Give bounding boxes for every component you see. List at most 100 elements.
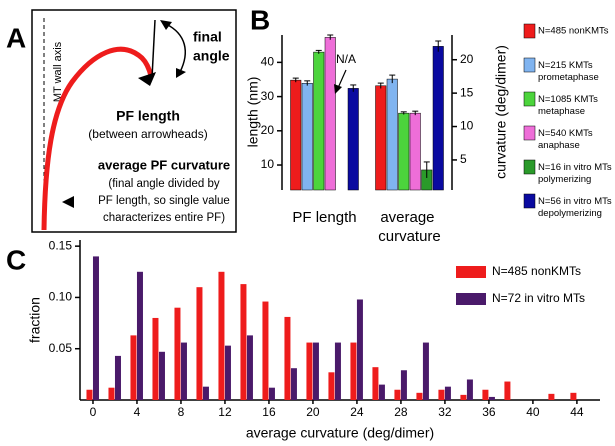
y-axis-label: length (nm) [245,77,261,148]
category-label: average curvature [378,209,441,245]
error-bar [377,82,384,89]
x-tick-label: 24 [350,405,364,419]
y-axis-label: fraction [27,297,43,343]
legend-swatch [456,266,486,278]
bar [218,271,225,400]
x-tick-label: 20 [306,405,320,419]
bar [108,387,115,400]
error-bar [350,84,357,92]
y-tick-label: 30 [261,89,275,103]
bar [196,287,203,400]
bar [306,342,313,400]
bar [347,88,359,191]
bar [92,256,99,400]
error-bar [435,40,442,52]
error-bar [400,111,407,115]
angle-label: angle [193,48,230,64]
bar [284,316,291,400]
angle-line [151,19,156,79]
bar [136,271,143,400]
legend-label: N=215 KMTs prometaphase [538,60,599,83]
legend-swatch [523,91,536,107]
bar [312,342,319,400]
panel-label: A [6,22,26,53]
y2-tick-label: 20 [460,52,474,66]
x-tick-label: 44 [570,405,584,419]
bar [202,386,209,400]
panel-a: A MT wall axis final angle PF length (be… [6,9,237,233]
bar [438,389,445,400]
arc-arrowhead [176,68,186,78]
x-tick-label: 16 [262,405,276,419]
bar [240,284,247,400]
legend-label: N=16 in vitro MTs polymerizing [538,162,614,185]
bar [246,335,253,400]
bar [504,381,511,400]
x-tick-label: 40 [526,405,540,419]
panel-label: B [250,4,270,35]
bar [398,112,410,191]
y2-tick-label: 15 [460,85,474,99]
bar [400,370,407,400]
curvature-note: characterizes entire PF) [103,212,225,224]
bar [482,389,489,400]
bar [114,355,121,400]
y2-tick-label: 10 [460,119,474,133]
angle-arc [165,23,186,73]
legend-swatch [523,23,536,39]
y-tick-label: 40 [261,55,275,69]
bar [86,389,93,400]
panel-frame [31,9,237,233]
y2-tick-label: 5 [460,152,467,166]
length-note: (between arrowheads) [88,127,207,141]
bar [301,82,313,191]
legend-label: N=56 in vitro MTs depolymerizing [538,196,614,219]
bar [313,51,325,191]
legend-label: N=485 nonKMTs [492,264,581,278]
bar [324,37,336,191]
curvature-note: PF length, so single value [98,195,230,207]
legend-label: N=540 KMTs anaphase [538,128,595,151]
bar [174,307,181,400]
x-tick-label: 12 [218,405,232,419]
y2-axis-label: curvature (deg/dimer) [493,45,509,179]
bar [422,342,429,400]
bar [328,372,335,400]
x-tick-label: 32 [438,405,452,419]
length-label: PF length [116,108,180,124]
x-tick-label: 4 [134,405,141,419]
y-tick-label: 0.15 [49,238,73,252]
annotation-arrowhead [334,84,342,94]
y-tick-label: 10 [261,157,275,171]
legend-swatch [523,159,536,175]
bar [444,386,451,400]
arc-arrowhead [160,20,172,30]
annotation-arrow [337,69,347,89]
bar [372,367,379,400]
error-bar [327,34,334,40]
legend-label: N=72 in vitro MTs [492,291,585,305]
curvature-label: average PF curvature [98,157,230,172]
bar [334,342,341,400]
bar [268,387,275,400]
x-axis-label: average curvature (deg/dimer) [246,425,434,441]
bar [290,368,297,400]
bar [224,345,231,400]
bar [416,392,423,400]
arrowhead [138,72,156,86]
pf-curve [41,46,154,231]
error-bar [304,80,311,86]
y-tick-label: 0.05 [49,341,73,355]
curvature-note: (final angle divided by [108,178,219,190]
legend-swatch [456,293,486,305]
bar [394,389,401,400]
legend-swatch [523,125,536,141]
bar [386,78,398,191]
y-tick-label: 0.10 [49,290,73,304]
legend-label: N=485 nonKMTs [538,26,609,37]
bar [548,393,555,400]
angle-label: final [193,29,222,45]
error-bar [412,110,419,116]
bar [130,335,137,400]
